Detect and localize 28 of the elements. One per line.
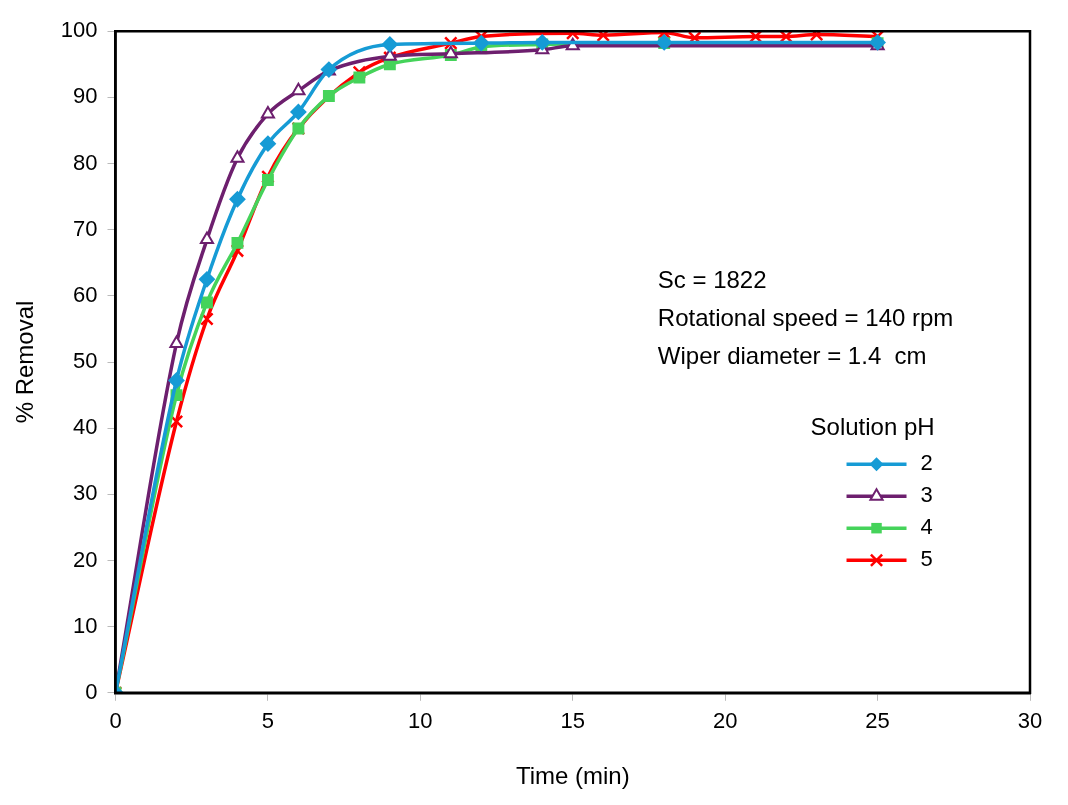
y-tick-label: 100	[60, 17, 98, 43]
annotation: Wiper diameter = 1.4 cm	[657, 341, 927, 369]
x-tick-label: 20	[712, 708, 738, 734]
x-tick-label: 15	[560, 708, 585, 734]
y-tick-label: 30	[73, 480, 98, 506]
y-tick-label: 20	[73, 546, 98, 572]
y-tick-label: 80	[73, 149, 98, 175]
x-tick-label: 0	[109, 708, 122, 734]
y-tick-label: 10	[73, 612, 98, 638]
annotation: Sc = 1822	[657, 265, 767, 293]
y-tick-label: 60	[73, 281, 98, 307]
x-tick-label: 5	[261, 708, 275, 734]
y-tick-label: 40	[73, 414, 98, 440]
x-axis-title: Time (min)	[515, 762, 630, 790]
y-tick-label: 0	[85, 678, 98, 704]
legend-label: 5	[920, 546, 933, 572]
annotation: Rotational speed = 140 rpm	[657, 303, 954, 331]
x-tick-label: 10	[408, 708, 433, 734]
legend-label: 3	[920, 482, 933, 508]
y-tick-label: 70	[73, 215, 98, 241]
y-axis-title: % Removal	[11, 300, 39, 424]
y-tick-label: 50	[73, 348, 98, 374]
y-tick-label: 90	[73, 83, 98, 109]
x-tick-label: 25	[865, 708, 890, 734]
legend-label: 4	[920, 514, 933, 540]
x-tick-label: 30	[1017, 708, 1043, 734]
legend-label: 2	[920, 450, 933, 476]
legend-title: Solution pH	[810, 412, 935, 440]
